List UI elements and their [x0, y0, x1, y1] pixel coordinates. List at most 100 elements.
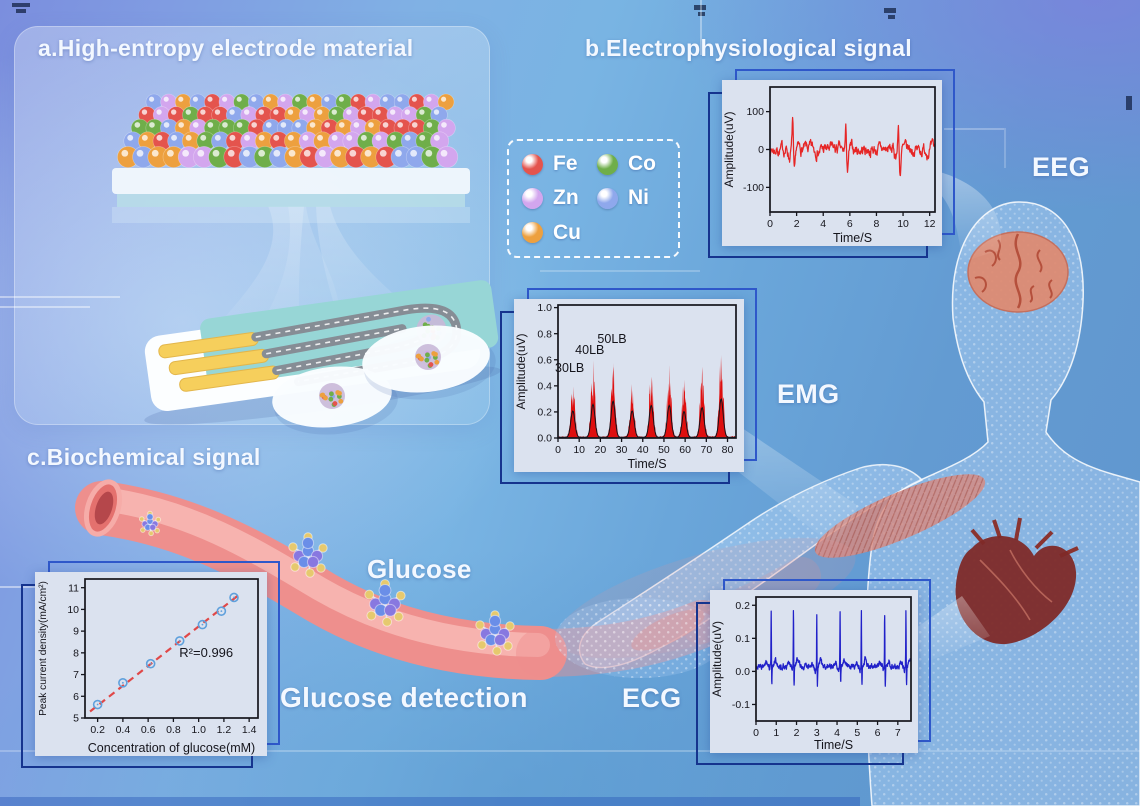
svg-text:7: 7 [895, 727, 901, 739]
circuit-mark [694, 5, 706, 10]
svg-text:Concentration of glucose(mM): Concentration of glucose(mM) [88, 741, 255, 755]
svg-text:0.8: 0.8 [537, 328, 552, 340]
svg-text:11: 11 [68, 582, 79, 594]
bottom-strip [0, 797, 860, 806]
circuit-mark [698, 12, 705, 16]
legend-item-co: Co [597, 152, 672, 176]
co-sphere-icon [597, 153, 618, 175]
ecg-label: ECG [622, 683, 682, 713]
svg-text:0.0: 0.0 [537, 433, 552, 445]
svg-text:2: 2 [794, 727, 800, 739]
svg-text:Amplitude(uV): Amplitude(uV) [722, 111, 736, 187]
svg-text:50LB: 50LB [597, 332, 626, 346]
svg-text:0.2: 0.2 [90, 724, 105, 736]
svg-text:100: 100 [746, 106, 764, 118]
brain [967, 231, 1069, 313]
circuit-mark [1126, 96, 1132, 110]
svg-text:0.8: 0.8 [166, 724, 181, 736]
svg-text:-100: -100 [743, 182, 764, 194]
panel-b-title: b.Electrophysiological signal [585, 35, 912, 61]
emg-chart-card: 0 10 20 30 40 50 60 70 80 0.0 0.2 0.4 0.6 0.8 1.0 Time/… [500, 288, 757, 484]
legend-item-fe: Fe [522, 152, 597, 176]
svg-text:80: 80 [722, 444, 734, 456]
svg-text:Time/S: Time/S [627, 457, 666, 471]
glucose-label: Glucose [367, 554, 472, 584]
svg-text:4: 4 [820, 218, 826, 230]
legend-item-zn: Zn [522, 186, 597, 210]
circuit-mark [884, 8, 896, 13]
glucose-chart-card: 0.2 0.4 0.6 0.8 1.0 1.2 1.4 5 6 7 8 9 10 11 Concentrat… [21, 561, 280, 768]
svg-text:30: 30 [616, 444, 628, 456]
svg-text:2: 2 [794, 218, 800, 230]
svg-text:6: 6 [73, 691, 79, 703]
svg-text:12: 12 [924, 218, 936, 230]
svg-text:1.2: 1.2 [217, 724, 232, 736]
legend-item-cu: Cu [522, 221, 597, 245]
emg-chart: 0 10 20 30 40 50 60 70 80 0.0 0.2 0.4 0.6 0.8 1.0 Time/… [514, 302, 737, 471]
zn-sphere-icon [522, 187, 543, 209]
svg-text:0.2: 0.2 [537, 407, 552, 419]
ecg-chart: 0 1 2 3 4 5 6 7 -0.1 0.0 0.1 0.2 Time/S Amplitude(uV) [710, 596, 912, 752]
svg-text:0.6: 0.6 [141, 724, 156, 736]
svg-text:0.4: 0.4 [537, 380, 552, 392]
svg-text:20: 20 [595, 444, 607, 456]
svg-text:Peak current density(mA/cm²): Peak current density(mA/cm²) [38, 581, 49, 716]
svg-text:R²=0.996: R²=0.996 [179, 645, 233, 660]
circuit-line [1004, 128, 1006, 168]
svg-text:10: 10 [897, 218, 909, 230]
circuit-mark [16, 9, 26, 13]
panel-a-card [14, 26, 490, 425]
svg-text:0.1: 0.1 [735, 633, 750, 645]
legend-item-ni: Ni [597, 186, 672, 210]
forearm-muscle [814, 474, 986, 558]
svg-text:7: 7 [73, 669, 79, 681]
svg-text:6: 6 [847, 218, 853, 230]
circuit-mark [888, 15, 895, 19]
svg-text:8: 8 [73, 647, 79, 659]
circuit-mark [12, 3, 30, 7]
svg-text:5: 5 [854, 727, 860, 739]
svg-text:0.2: 0.2 [735, 600, 750, 612]
svg-text:9: 9 [73, 626, 79, 638]
svg-text:-0.1: -0.1 [732, 699, 750, 711]
ecg-chart-card: 0 1 2 3 4 5 6 7 -0.1 0.0 0.1 0.2 Time/S Amplitude(uV) [696, 579, 931, 765]
legend-label: Cu [553, 220, 581, 244]
svg-text:Amplitude(uV): Amplitude(uV) [710, 621, 724, 697]
legend-label: Zn [553, 186, 579, 210]
svg-text:1.0: 1.0 [537, 302, 552, 314]
svg-text:1.4: 1.4 [242, 724, 257, 736]
svg-text:0.0: 0.0 [735, 666, 750, 678]
eeg-chart-card: 0 2 4 6 8 10 12 -100 0 100 Time/S Amplitude(uV) [708, 69, 955, 258]
svg-text:1: 1 [773, 727, 779, 739]
svg-text:0.4: 0.4 [116, 724, 131, 736]
emg-label: EMG [777, 379, 840, 409]
svg-text:0: 0 [758, 144, 764, 156]
svg-text:30LB: 30LB [555, 361, 584, 375]
svg-text:0: 0 [753, 727, 759, 739]
fe-sphere-icon [522, 153, 543, 175]
glucose-detection-label: Glucose detection [280, 682, 528, 713]
svg-text:6: 6 [875, 727, 881, 739]
glucose-chart: 0.2 0.4 0.6 0.8 1.0 1.2 1.4 5 6 7 8 9 10 11 Concentrat… [38, 578, 259, 755]
svg-text:Time/S: Time/S [833, 231, 872, 245]
svg-text:60: 60 [679, 444, 691, 456]
eeg-chart: 0 2 4 6 8 10 12 -100 0 100 Time/S Amplitude(uV) [722, 86, 936, 245]
svg-text:4: 4 [834, 727, 840, 739]
eeg-label: EEG [1032, 152, 1090, 182]
svg-text:40: 40 [637, 444, 649, 456]
cu-sphere-icon [522, 222, 543, 244]
svg-text:8: 8 [874, 218, 880, 230]
svg-text:Time/S: Time/S [814, 738, 853, 752]
circuit-line [540, 270, 700, 272]
svg-text:50: 50 [658, 444, 670, 456]
legend-label: Fe [553, 152, 578, 176]
element-legend: Fe Co Zn Ni Cu [507, 139, 680, 258]
panel-c-title: c.Biochemical signal [27, 444, 261, 470]
svg-text:0: 0 [555, 444, 561, 456]
ni-sphere-icon [597, 187, 618, 209]
legend-label: Ni [628, 186, 649, 210]
svg-text:70: 70 [700, 444, 712, 456]
svg-text:10: 10 [573, 444, 585, 456]
svg-text:1.0: 1.0 [191, 724, 206, 736]
